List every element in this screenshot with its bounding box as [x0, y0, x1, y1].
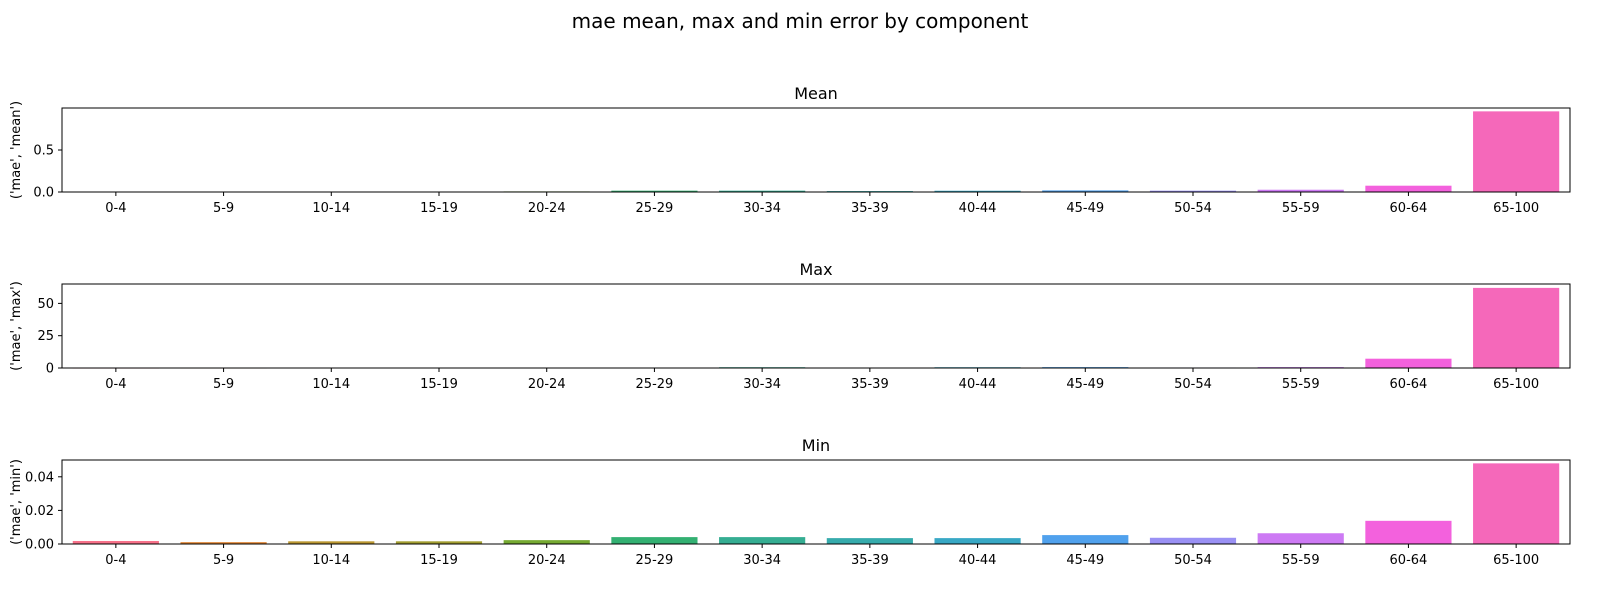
x-tick-label: 30-34 — [743, 201, 781, 216]
bar-25-29 — [611, 537, 698, 544]
bar-50-54 — [1149, 537, 1237, 544]
x-tick-label: 0-4 — [105, 377, 126, 392]
x-tick-label: 60-64 — [1390, 553, 1428, 568]
x-tick-label: 50-54 — [1174, 377, 1212, 392]
x-tick-label: 35-39 — [851, 553, 889, 568]
y-tick-label: 0.00 — [25, 538, 54, 553]
bar-60-64 — [1365, 185, 1452, 192]
figure-title: mae mean, max and min error by component — [572, 9, 1029, 33]
bar-15-19 — [395, 541, 483, 544]
y-tick-label: 50 — [37, 297, 54, 312]
y-tick-label: 25 — [37, 329, 54, 344]
bar-60-64 — [1365, 520, 1452, 544]
bar-60-64 — [1365, 358, 1452, 368]
axes-frame — [61, 107, 1571, 193]
x-tick-label: 5-9 — [213, 377, 234, 392]
subplot-panels: Mean 0-4 5-9 10-14 15-19 20-24 25-29 30-34 35-39… — [9, 84, 1571, 568]
x-tick-label: 55-59 — [1282, 201, 1320, 216]
x-tick-label: 65-100 — [1493, 377, 1539, 392]
x-tick-label: 65-100 — [1493, 553, 1539, 568]
axes-frame — [61, 283, 1571, 369]
x-tick-label: 15-19 — [420, 553, 458, 568]
y-tick-label: 0.0 — [33, 186, 54, 201]
bar-65-100 — [1473, 463, 1560, 544]
x-tick-label: 40-44 — [959, 201, 997, 216]
y-axis-label: ('mae', 'max') — [9, 281, 24, 371]
subplot-2: Min 0-4 5-9 10-14 15-19 20-24 25-29 30-34 35-39 4… — [9, 436, 1571, 568]
x-tick-label: 40-44 — [959, 553, 997, 568]
axes-frame — [61, 459, 1571, 545]
bar-55-59 — [1257, 189, 1344, 192]
bar-45-49 — [1042, 190, 1129, 192]
x-tick-label: 15-19 — [420, 201, 458, 216]
subplot-title: Max — [799, 260, 832, 279]
bar-30-34 — [719, 537, 806, 544]
bar-25-29 — [611, 190, 698, 192]
x-tick-label: 55-59 — [1282, 377, 1320, 392]
x-tick-label: 40-44 — [959, 377, 997, 392]
subplot-0: Mean 0-4 5-9 10-14 15-19 20-24 25-29 30-34 35-39… — [9, 84, 1571, 216]
x-tick-label: 0-4 — [105, 201, 126, 216]
bar-65-100 — [1473, 111, 1560, 192]
x-tick-label: 15-19 — [420, 377, 458, 392]
x-tick-label: 50-54 — [1174, 201, 1212, 216]
x-tick-label: 50-54 — [1174, 553, 1212, 568]
bar-65-100 — [1473, 287, 1560, 368]
x-tick-label: 10-14 — [312, 553, 350, 568]
x-tick-label: 30-34 — [743, 553, 781, 568]
subplot-title: Mean — [794, 84, 838, 103]
x-tick-label: 20-24 — [528, 377, 566, 392]
x-tick-label: 5-9 — [213, 553, 234, 568]
x-tick-label: 45-49 — [1066, 553, 1104, 568]
x-tick-label: 20-24 — [528, 553, 566, 568]
bar-35-39 — [826, 538, 913, 544]
x-tick-label: 30-34 — [743, 377, 781, 392]
bar-0-4 — [72, 540, 159, 544]
x-tick-label: 10-14 — [312, 201, 350, 216]
x-tick-label: 20-24 — [528, 201, 566, 216]
bar-40-44 — [934, 190, 1021, 192]
x-tick-label: 5-9 — [213, 201, 234, 216]
x-tick-label: 25-29 — [636, 553, 674, 568]
y-tick-label: 0.02 — [25, 504, 54, 519]
subplot-title: Min — [802, 436, 830, 455]
x-tick-label: 0-4 — [105, 553, 126, 568]
x-tick-label: 60-64 — [1390, 201, 1428, 216]
x-tick-label: 45-49 — [1066, 201, 1104, 216]
bar-20-24 — [503, 540, 590, 544]
bar-50-54 — [1149, 190, 1237, 192]
bar-30-34 — [719, 190, 806, 192]
bar-55-59 — [1257, 533, 1344, 544]
x-tick-label: 35-39 — [851, 201, 889, 216]
bar-10-14 — [288, 541, 375, 544]
y-axis-label: ('mae', 'mean') — [9, 101, 24, 199]
x-tick-label: 60-64 — [1390, 377, 1428, 392]
y-axis-label: ('mae', 'min') — [9, 459, 24, 545]
x-tick-label: 10-14 — [312, 377, 350, 392]
subplot-1: Max 0-4 5-9 10-14 15-19 20-24 25-29 30-34 35-39 4… — [9, 260, 1571, 392]
bar-40-44 — [934, 538, 1021, 544]
x-tick-label: 35-39 — [851, 377, 889, 392]
x-tick-label: 55-59 — [1282, 553, 1320, 568]
x-tick-label: 45-49 — [1066, 377, 1104, 392]
y-tick-label: 0.5 — [33, 144, 54, 159]
x-tick-label: 25-29 — [636, 201, 674, 216]
x-tick-label: 25-29 — [636, 377, 674, 392]
bar-5-9 — [180, 542, 267, 544]
y-tick-label: 0 — [46, 362, 54, 377]
x-tick-label: 65-100 — [1493, 201, 1539, 216]
y-tick-label: 0.04 — [25, 470, 54, 485]
bar-45-49 — [1042, 535, 1129, 544]
